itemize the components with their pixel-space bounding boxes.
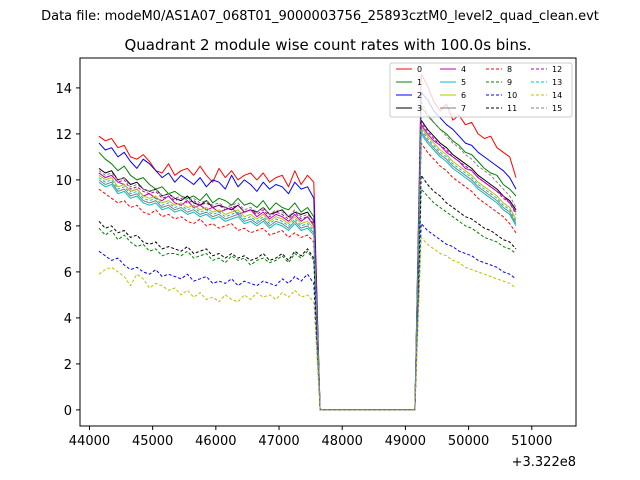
figure-suptitle: Data file: modeM0/AS1A07_068T01_90000037…	[41, 9, 599, 24]
series-line-14	[98, 236, 517, 411]
legend-label-9: 9	[507, 78, 512, 87]
series-line-15	[98, 101, 517, 411]
legend-label-6: 6	[461, 91, 466, 100]
series-line-13	[98, 128, 517, 411]
legend-label-3: 3	[417, 104, 422, 113]
y-tick-label: 12	[55, 128, 72, 143]
x-offset-label: +3.322e8	[512, 455, 576, 470]
x-tick-label: 48000	[322, 434, 363, 449]
y-tick-label: 0	[64, 404, 72, 419]
series-line-5	[98, 133, 517, 411]
series-line-11	[98, 174, 517, 411]
y-tick-label: 10	[55, 174, 72, 189]
series-line-2	[98, 92, 517, 411]
x-tick-label: 49000	[385, 434, 426, 449]
y-tick-label: 2	[64, 358, 72, 373]
y-tick-label: 4	[64, 312, 72, 327]
legend-label-15: 15	[552, 104, 562, 113]
legend-label-5: 5	[461, 78, 466, 87]
legend-label-14: 14	[552, 91, 562, 100]
series-layer	[98, 73, 517, 411]
y-tick-label: 6	[64, 266, 72, 281]
legend-label-1: 1	[417, 78, 422, 87]
x-tick-label: 44000	[69, 434, 110, 449]
plot-frame	[79, 57, 577, 427]
series-line-9	[98, 188, 517, 411]
x-tick-label: 50000	[448, 434, 489, 449]
series-line-10	[98, 223, 517, 411]
legend-box	[389, 62, 573, 118]
legend-label-7: 7	[461, 104, 466, 113]
chart-title: Quadrant 2 module wise count rates with …	[124, 36, 531, 54]
legend-label-4: 4	[461, 65, 466, 74]
series-line-12	[98, 121, 517, 411]
y-tick-label: 14	[55, 82, 72, 97]
series-line-7	[98, 131, 517, 411]
y-tick-label: 8	[64, 220, 72, 235]
x-axis: 44000 45000 46000 47000 48000 49000 50000 51000	[69, 426, 552, 449]
legend-label-0: 0	[417, 65, 422, 74]
x-tick-label: 51000	[511, 434, 552, 449]
legend-label-12: 12	[552, 65, 562, 74]
series-line-8	[98, 142, 517, 411]
y-axis: 0 2 4 6 8 10 12 14	[55, 82, 80, 419]
x-tick-label: 45000	[132, 434, 173, 449]
x-tick-label: 47000	[258, 434, 299, 449]
legend-label-8: 8	[507, 65, 512, 74]
legend-label-13: 13	[552, 78, 562, 87]
legend-label-10: 10	[507, 91, 517, 100]
series-line-6	[98, 126, 517, 411]
legend-label-11: 11	[507, 104, 517, 113]
legend-label-2: 2	[417, 91, 422, 100]
x-tick-label: 46000	[195, 434, 236, 449]
